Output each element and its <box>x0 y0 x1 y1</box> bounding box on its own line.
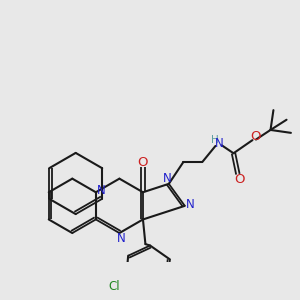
Text: Cl: Cl <box>109 280 120 293</box>
Text: H: H <box>211 135 219 145</box>
Text: O: O <box>234 173 244 186</box>
Text: O: O <box>137 156 148 169</box>
Text: O: O <box>251 130 261 143</box>
Text: N: N <box>186 198 195 211</box>
Text: N: N <box>215 137 224 150</box>
Text: N: N <box>116 232 125 245</box>
Text: N: N <box>163 172 172 185</box>
Text: N: N <box>97 184 106 197</box>
